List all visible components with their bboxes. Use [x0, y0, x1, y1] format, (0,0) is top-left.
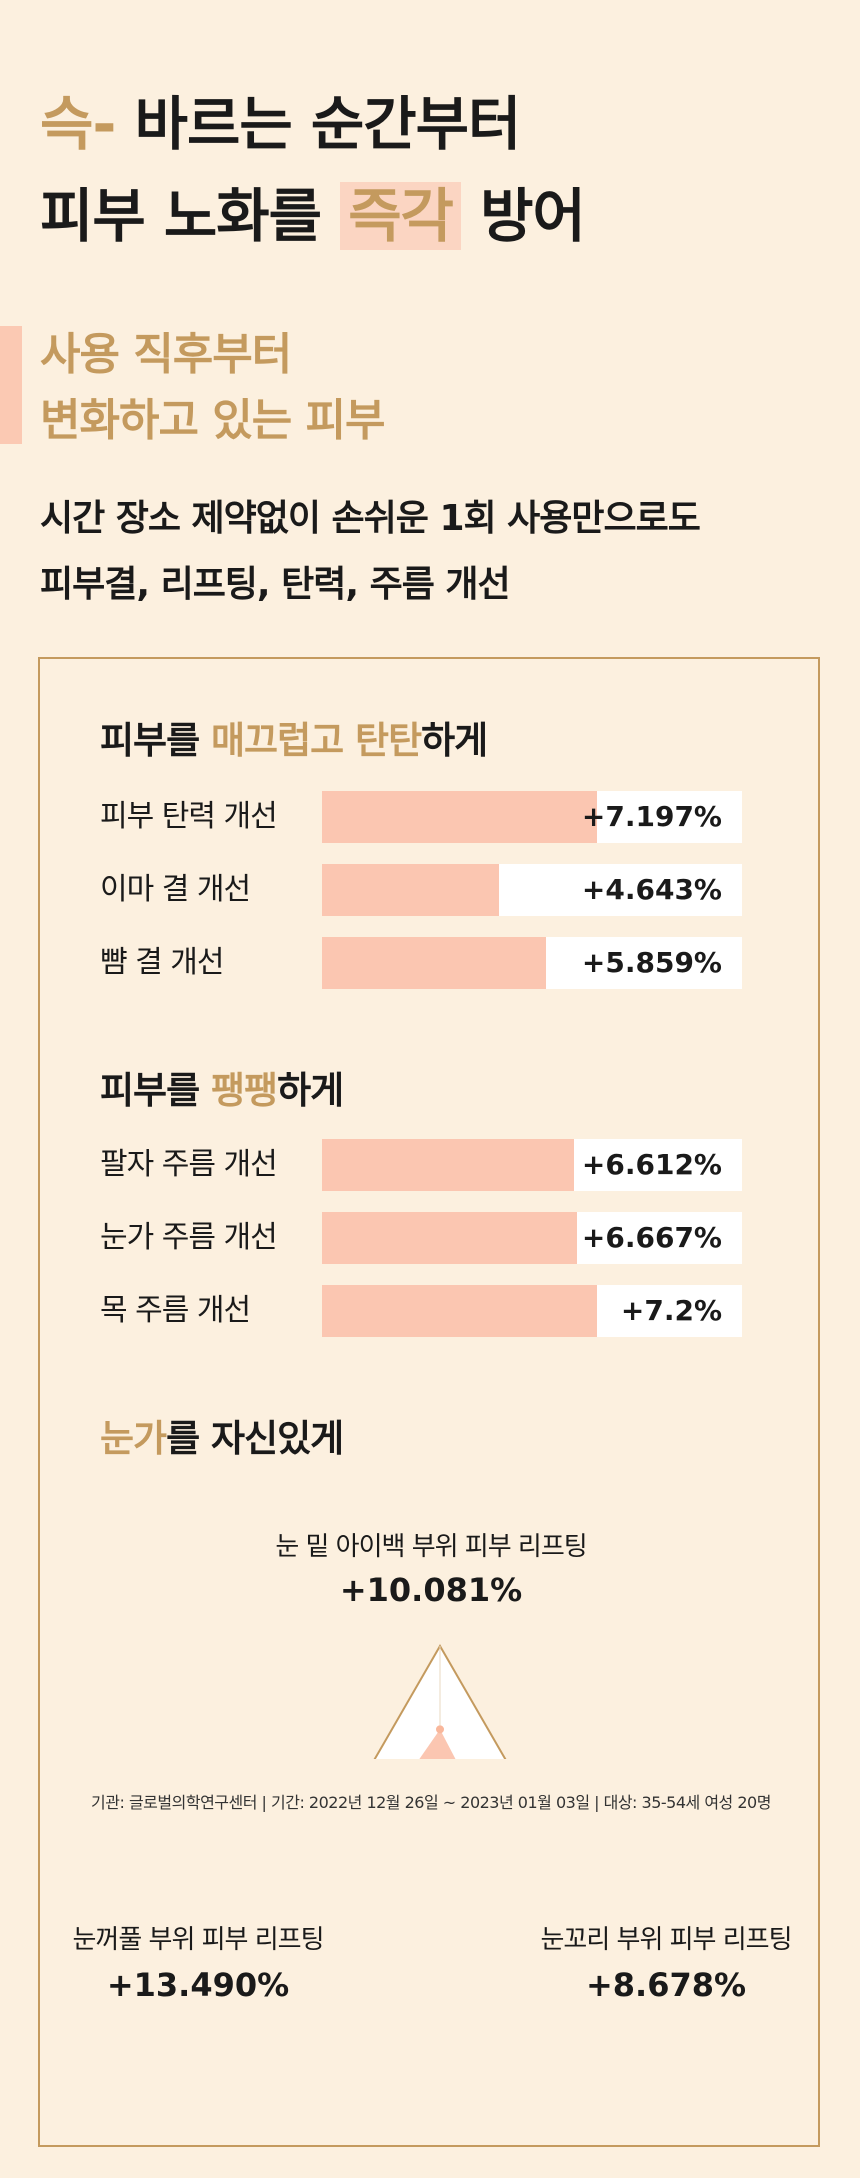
bar-value-label: +5.859%	[581, 946, 722, 979]
bar-track: +4.643%	[322, 864, 742, 916]
bar-value-label: +7.2%	[620, 1294, 722, 1327]
bar	[322, 1212, 577, 1264]
bar-row: 뺨 결 개선 +5.859%	[100, 937, 780, 989]
bar-row: 이마 결 개선 +4.643%	[100, 864, 780, 916]
radar-value-label-top: +10.081%	[339, 1571, 523, 1609]
results-card: 피부를 매끄럽고 탄탄하게 피부 탄력 개선 +7.197% 이마 결 개선 +4.6…	[38, 657, 820, 2147]
bar-category-label: 피부 탄력 개선	[100, 799, 278, 834]
headline-highlight: 즉각	[340, 182, 461, 250]
section-title-post: 하게	[277, 1069, 344, 1112]
subhead-line-1: 사용 직후부터	[40, 329, 292, 380]
bar-category-label: 팔자 주름 개선	[100, 1147, 278, 1182]
section-title-post: 를 자신있게	[166, 1417, 344, 1460]
headline-line-1: 슥- 바르는 순간부터	[40, 78, 585, 170]
section-title-accent: 매끄럽고 탄탄	[211, 719, 422, 762]
headline-line-2: 피부 노화를 즉각 방어	[40, 170, 586, 262]
section-title-eyes: 눈가를 자신있게	[100, 1408, 344, 1462]
subhead-line-2: 변화하고 있는 피부	[40, 395, 385, 446]
radar-axis-label-top: 눈 밑 아이백 부위 피부 리프팅	[275, 1532, 587, 1562]
bar-track: +6.612%	[322, 1139, 742, 1191]
section-title-pre: 피부를	[100, 1069, 212, 1112]
headline-line-1-text: 바르는 순간부터	[115, 90, 522, 158]
radar-point	[436, 1725, 444, 1734]
bar	[322, 1139, 575, 1191]
section-title-taut: 피부를 팽팽하게	[100, 1060, 344, 1114]
description-line-1: 시간 장소 제약없이 손쉬운 1회 사용만으로도	[40, 498, 701, 539]
section-title-smooth: 피부를 매끄럽고 탄탄하게	[100, 710, 488, 764]
description-line-2: 피부결, 리프팅, 탄력, 주름 개선	[40, 564, 511, 605]
bar-value-label: +4.643%	[581, 873, 722, 906]
radar-value-label-right: +8.678%	[585, 1966, 747, 2004]
bar	[322, 791, 597, 843]
bar-value-label: +6.667%	[581, 1221, 722, 1254]
bar-track: +7.197%	[322, 791, 742, 843]
section-title-pre: 피부를	[100, 719, 212, 762]
bar-value-label: +7.197%	[581, 800, 722, 833]
subhead: 사용 직후부터 변화하고 있는 피부	[40, 322, 385, 454]
study-footnote: 기관: 글로벌의학연구센터 | 기간: 2022년 12월 26일 ~ 2023…	[91, 1793, 771, 1812]
bar-row: 피부 탄력 개선 +7.197%	[100, 791, 780, 843]
bar-row: 눈가 주름 개선 +6.667%	[100, 1212, 780, 1264]
bar-category-label: 눈가 주름 개선	[100, 1220, 278, 1255]
bar-track: +6.667%	[322, 1212, 742, 1264]
section-title-accent: 팽팽	[211, 1069, 278, 1112]
description: 시간 장소 제약없이 손쉬운 1회 사용만으로도 피부결, 리프팅, 탄력, 주…	[40, 486, 701, 618]
radar-value-polygon	[419, 1729, 456, 1759]
bar-track: +5.859%	[322, 937, 742, 989]
subhead-decoration-bar	[0, 326, 22, 444]
bar-category-label: 목 주름 개선	[100, 1293, 251, 1328]
bar-track: +7.2%	[322, 1285, 742, 1337]
headline-accent: 슥-	[40, 90, 116, 158]
headline-line-2-post: 방어	[460, 182, 586, 250]
bar	[322, 937, 546, 989]
headline-line-2-pre: 피부 노화를	[40, 182, 341, 250]
section-title-accent: 눈가	[100, 1417, 167, 1460]
section-title-post: 하게	[421, 719, 488, 762]
bar-row: 목 주름 개선 +7.2%	[100, 1285, 780, 1337]
bar	[322, 864, 500, 916]
bar-row: 팔자 주름 개선 +6.612%	[100, 1139, 780, 1191]
eye-lifting-radar-chart	[373, 1643, 507, 1759]
radar-axis-label-left: 눈꺼풀 부위 피부 리프팅	[72, 1925, 325, 1955]
bar-value-label: +6.612%	[581, 1148, 722, 1181]
headline: 슥- 바르는 순간부터 피부 노화를 즉각 방어	[40, 78, 586, 262]
bar-category-label: 뺨 결 개선	[100, 945, 224, 980]
bar	[322, 1285, 597, 1337]
bar-category-label: 이마 결 개선	[100, 872, 251, 907]
radar-value-label-left: +13.490%	[106, 1966, 290, 2004]
radar-axis-label-right: 눈꼬리 부위 피부 리프팅	[540, 1925, 793, 1955]
